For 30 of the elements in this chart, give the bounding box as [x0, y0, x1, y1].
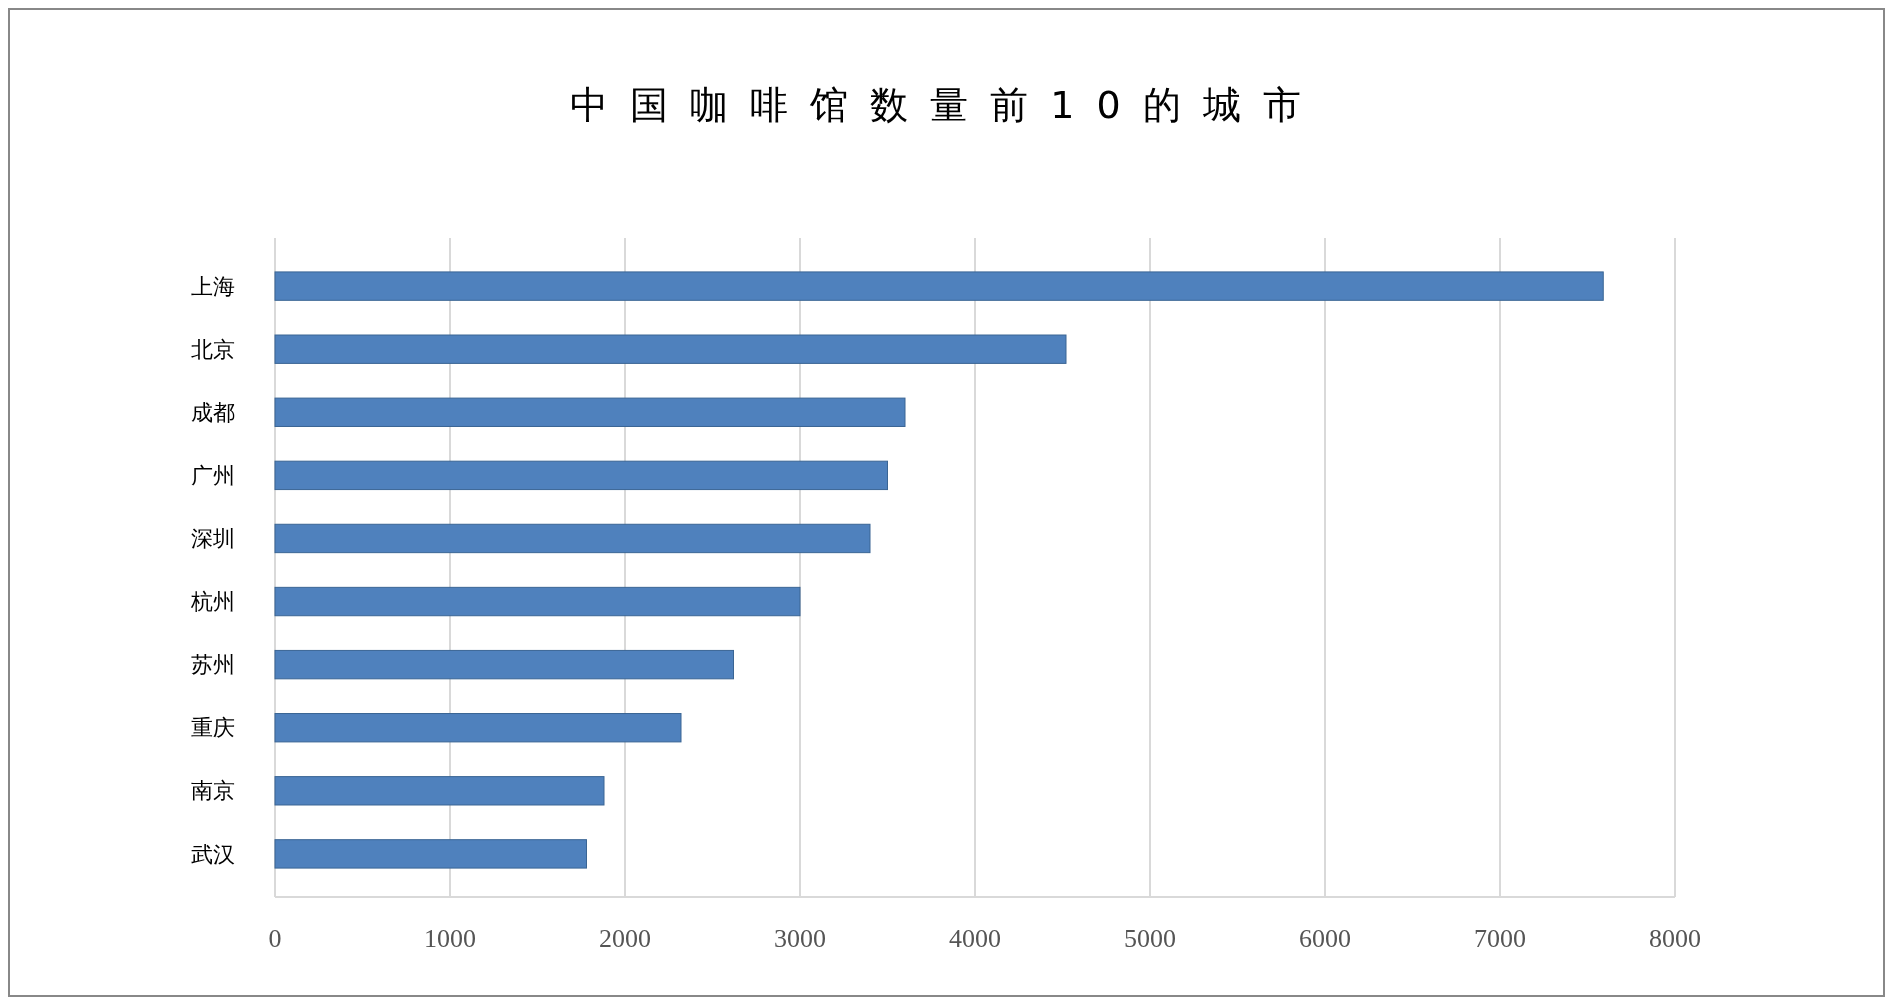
bar [274, 649, 734, 680]
x-tick-label: 7000 [1474, 924, 1526, 953]
x-tick-label: 8000 [1649, 924, 1701, 953]
bar [274, 460, 888, 491]
bar [274, 397, 906, 427]
y-tick-label: 北京 [191, 336, 235, 362]
y-tick-label: 深圳 [191, 526, 235, 552]
y-tick-label: 武汉 [191, 841, 235, 867]
bar [274, 523, 871, 554]
y-tick-label: 重庆 [191, 715, 235, 741]
bar [274, 776, 605, 806]
bar [274, 271, 1604, 301]
chart-title: 中国咖啡馆数量前10的城市 [570, 83, 1323, 127]
x-tick-label: 4000 [949, 924, 1001, 953]
y-tick-label: 南京 [191, 778, 235, 804]
x-tick-label: 2000 [599, 924, 651, 953]
x-tick-label: 1000 [424, 924, 476, 953]
y-tick-label: 苏州 [191, 652, 235, 678]
x-tick-label: 0 [268, 924, 282, 953]
y-tick-label: 上海 [191, 273, 235, 299]
bar [274, 713, 682, 743]
bar [274, 334, 1067, 364]
y-tick-label: 广州 [191, 463, 235, 489]
bar [274, 586, 801, 617]
bar [274, 839, 587, 869]
x-tick-label: 6000 [1299, 924, 1351, 953]
x-tick-label: 3000 [774, 924, 826, 953]
y-tick-label: 杭州 [190, 589, 235, 615]
x-tick-label: 5000 [1124, 924, 1176, 953]
y-tick-label: 成都 [191, 399, 235, 425]
